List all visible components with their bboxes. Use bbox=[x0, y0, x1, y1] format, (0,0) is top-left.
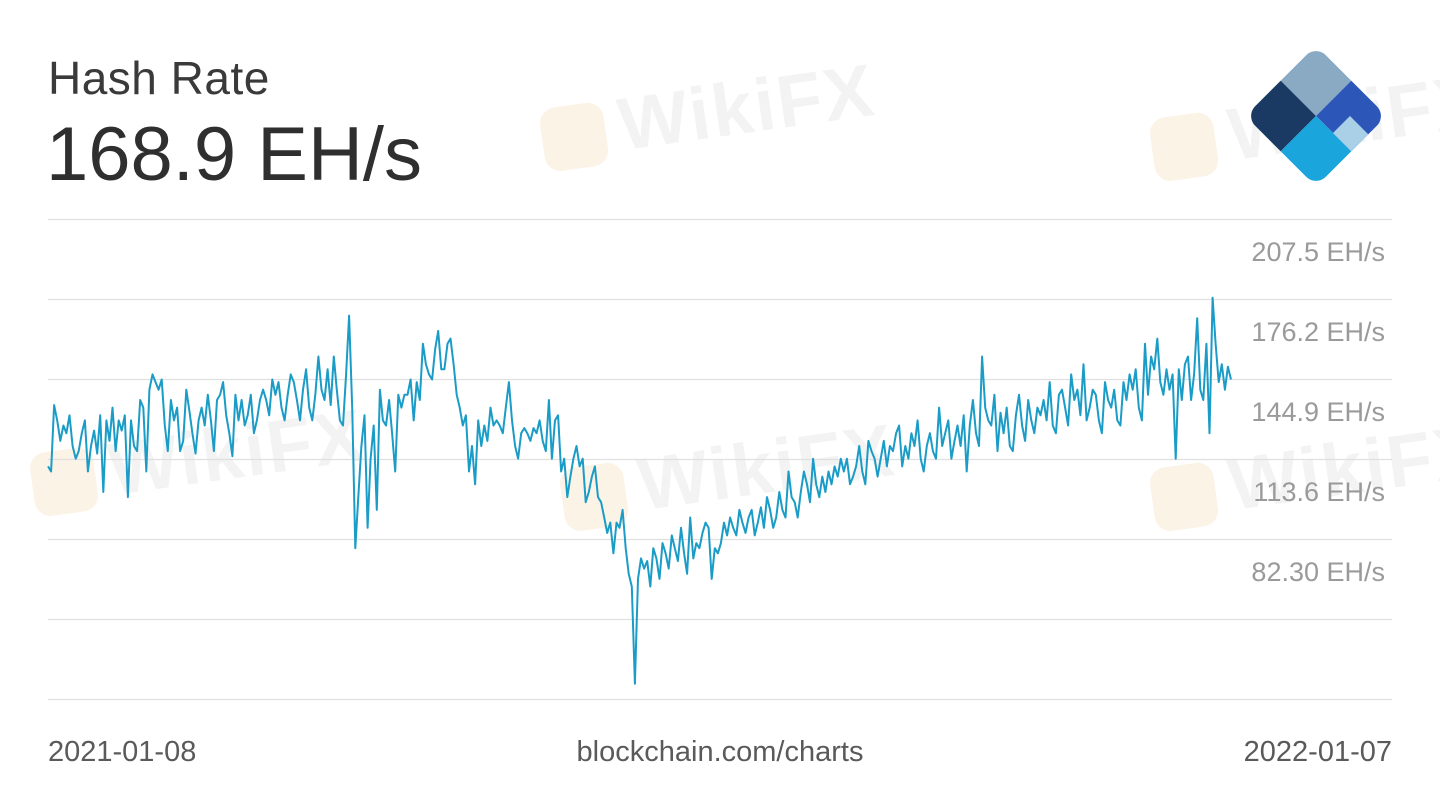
y-tick-label: 207.5 EH/s bbox=[1251, 237, 1385, 267]
logo-inner-light bbox=[1332, 116, 1369, 152]
y-tick-label: 144.9 EH/s bbox=[1251, 397, 1385, 427]
logo-quadrant-top bbox=[1280, 45, 1352, 116]
current-hash-rate: 168.9 EH/s bbox=[46, 112, 422, 197]
source-link[interactable]: blockchain.com/charts bbox=[576, 736, 864, 768]
logo-quadrant-left bbox=[1245, 80, 1316, 152]
y-tick-label: 113.6 EH/s bbox=[1253, 477, 1385, 507]
x-axis-end-date: 2022-01-07 bbox=[1243, 736, 1392, 768]
blockchain-diamond-logo-icon bbox=[1245, 45, 1387, 187]
y-tick-labels: 82.30 EH/s 113.6 EH/s 144.9 EH/s 176.2 EH/s… bbox=[1251, 237, 1385, 587]
x-axis-start-date: 2021-01-08 bbox=[48, 736, 197, 768]
series-layer bbox=[47, 296, 1232, 685]
hash-rate-series-line bbox=[47, 296, 1232, 685]
y-tick-label: 176.2 EH/s bbox=[1251, 317, 1385, 347]
y-tick-label: 82.30 EH/s bbox=[1251, 557, 1385, 587]
logo-quadrant-bottom bbox=[1280, 116, 1352, 187]
gridlines bbox=[48, 218, 1392, 701]
chart-title: Hash Rate bbox=[48, 52, 270, 104]
